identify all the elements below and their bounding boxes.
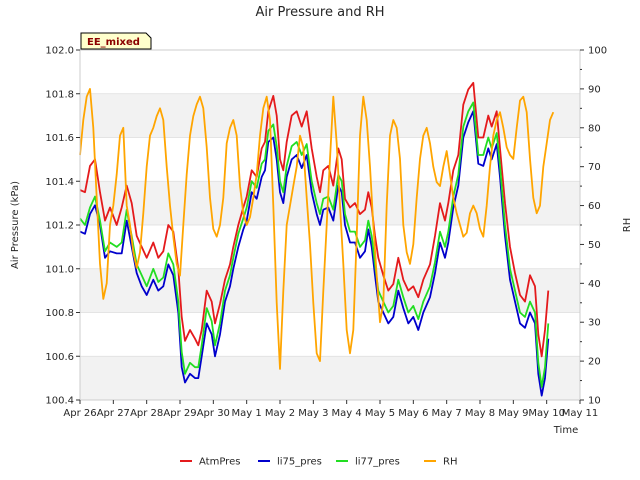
y-tick-label: 100.8 [45, 308, 74, 319]
legend-label: li77_pres [355, 457, 400, 468]
y2-tick-label: 60 [588, 201, 601, 212]
x-tick-label: Apr 28 [130, 408, 163, 419]
site-badge: EE_mixed [80, 32, 152, 50]
y2-tick-label: 80 [588, 123, 601, 134]
x-tick-label: May 5 [365, 408, 395, 419]
background-band [80, 50, 580, 94]
series-line-rh [79, 88, 555, 370]
y2-tick-label: 20 [588, 357, 601, 368]
y2-tick-label: 90 [588, 84, 601, 95]
legend-label: RH [443, 457, 457, 468]
background-band [80, 312, 580, 357]
badge-label: EE_mixed [87, 37, 140, 48]
x-tick-label: Apr 30 [197, 408, 230, 419]
y-tick-label: 101.8 [45, 89, 74, 100]
x-tick-label: May 4 [332, 408, 362, 419]
x-tick-label: May 6 [398, 408, 428, 419]
x-tick-label: Apr 27 [97, 408, 130, 419]
legend-label: AtmPres [199, 457, 240, 468]
x-tick-label: Apr 29 [163, 408, 196, 419]
y2-tick-label: 100 [588, 46, 607, 57]
y-tick-label: 100.4 [45, 396, 74, 407]
x-tick-label: May 2 [265, 408, 295, 419]
x-axis-label: Time [553, 425, 578, 436]
x-tick-label: May 3 [298, 408, 328, 419]
series-line-atmpres [79, 81, 550, 358]
x-tick-label: May 7 [432, 408, 462, 419]
y-axis-label: Air Pressure (kPa) [10, 181, 21, 269]
series-lines [79, 81, 555, 397]
series-line-li77-pres [79, 101, 550, 388]
x-tick-label: Apr 26 [63, 408, 96, 419]
y-tick-label: 102.0 [45, 46, 74, 57]
y-tick-label: 101.0 [45, 264, 74, 275]
legend: AtmPres li75_pres li77_pres RH [180, 457, 457, 468]
x-tick-label: May 11 [562, 408, 599, 419]
y-tick-label: 101.2 [45, 221, 74, 232]
x-tick-label: May 9 [498, 408, 528, 419]
y-tick-label: 101.4 [45, 177, 74, 188]
x-tick-label: May 1 [232, 408, 262, 419]
chart-title: Air Pressure and RH [255, 5, 384, 20]
y2-tick-label: 30 [588, 318, 601, 329]
badge-box [80, 32, 152, 50]
legend-label: li75_pres [277, 457, 322, 468]
x-tick-label: May 10 [528, 408, 565, 419]
y2-tick-label: 40 [588, 279, 601, 290]
y2-axis-label: RH [622, 218, 633, 232]
background-band [80, 93, 580, 138]
background-band [80, 356, 580, 400]
x-tick-label: May 8 [465, 408, 495, 419]
axes: 100.4 100.6 100.8 101.0 101.2 101.4 101.6 101.8… [45, 46, 607, 420]
y-tick-label: 100.6 [45, 352, 74, 363]
y2-tick-label: 70 [588, 162, 601, 173]
y2-tick-label: 50 [588, 240, 601, 251]
y2-tick-label: 10 [588, 396, 601, 407]
y-tick-label: 101.6 [45, 133, 74, 144]
